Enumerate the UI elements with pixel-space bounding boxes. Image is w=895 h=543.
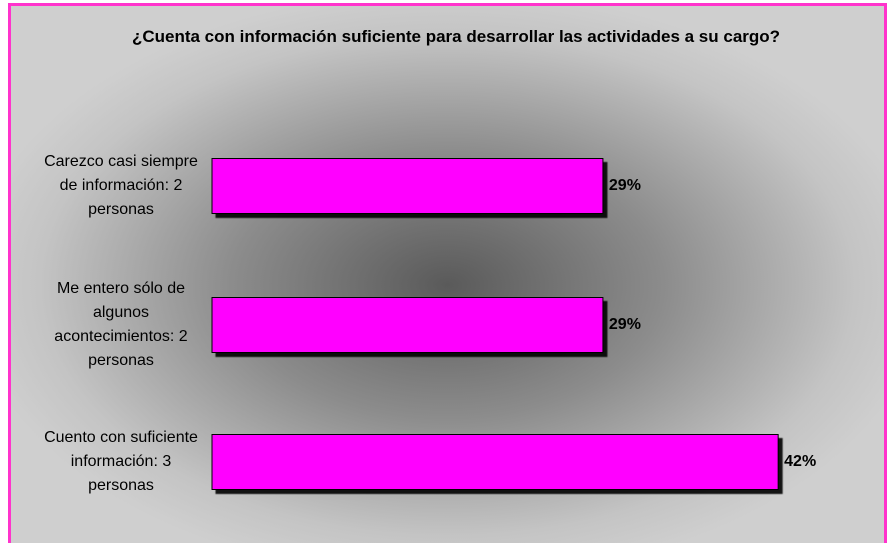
value-label: 29% xyxy=(609,177,641,194)
chart: ¿Cuenta con información suficiente para … xyxy=(8,3,887,543)
bar xyxy=(211,297,604,353)
category-label: Carezco casi siempre de información: 2 p… xyxy=(44,153,198,218)
value-label: 42% xyxy=(784,453,816,470)
category-label: Me entero sólo de algunos acontecimiento… xyxy=(54,280,188,369)
plot: 29% 29% 42% xyxy=(211,158,816,490)
value-label: 29% xyxy=(609,316,641,333)
category-label: Cuento con suficiente información: 3 per… xyxy=(44,429,198,494)
bar xyxy=(211,434,779,490)
chart-title: ¿Cuenta con información suficiente para … xyxy=(131,27,781,46)
bar xyxy=(211,158,604,214)
